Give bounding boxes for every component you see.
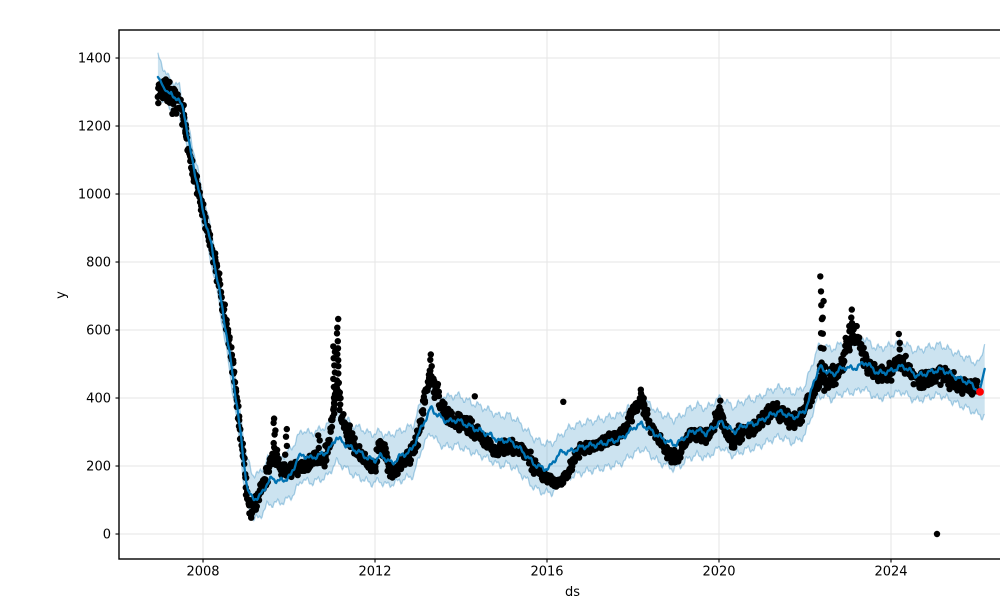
observed-scatter: [154, 76, 981, 538]
latest-point: [976, 388, 984, 396]
x-tick-label: 2008: [186, 565, 219, 580]
forecast-line: [156, 75, 986, 502]
x-tick-label: 2016: [530, 565, 563, 580]
prophet-forecast-figure: 0 200 400 600 800 1000 1200 1400 2008 2012 2016 202…: [40, 16, 1000, 616]
y-tick-label: 1000: [78, 188, 111, 203]
y-tick-label: 1400: [78, 52, 111, 67]
y-tick-label: 400: [86, 392, 111, 407]
y-tick-label: 1200: [78, 120, 111, 135]
plot-border: [118, 29, 1000, 560]
x-axis-label: ds: [564, 585, 581, 600]
x-tick-label: 2020: [702, 565, 735, 580]
y-tick-label: 600: [86, 324, 111, 339]
y-axis-label: y: [54, 291, 69, 299]
axis-ticks: 0 200 400 600 800 1000 1200 1400 2008 2012 2016 202…: [78, 52, 908, 580]
y-tick-label: 800: [86, 256, 111, 271]
y-tick-label: 200: [86, 460, 111, 475]
x-tick-label: 2024: [874, 565, 907, 580]
chart-canvas: 0 200 400 600 800 1000 1200 1400 2008 2012 2016 202…: [78, 29, 1000, 580]
x-tick-label: 2012: [358, 565, 391, 580]
y-tick-label: 0: [103, 528, 111, 543]
